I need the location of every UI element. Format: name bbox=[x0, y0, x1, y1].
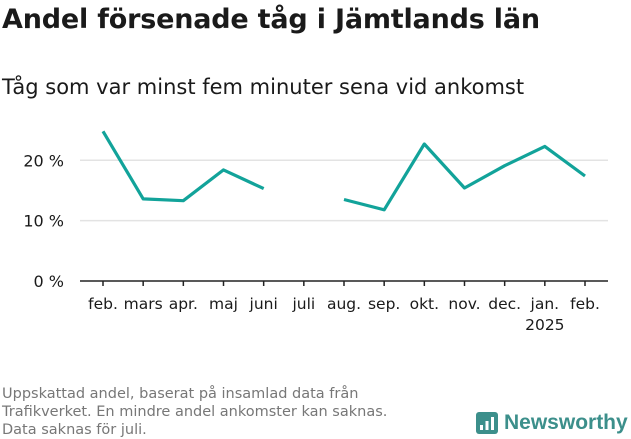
footnote-line-3: Data saknas för juli. bbox=[2, 422, 147, 438]
x-tick-label: feb. bbox=[88, 295, 118, 313]
x-tick-label: juni bbox=[249, 295, 278, 313]
footnote-line-2: Trafikverket. En mindre andel ankomster … bbox=[2, 404, 388, 420]
chart-subtitle: Tåg som var minst fem minuter sena vid a… bbox=[2, 75, 525, 99]
series-line bbox=[343, 142, 586, 212]
series-lines bbox=[101, 130, 586, 212]
line-chart: 0 % 10 % 20 % feb. mars apr. maj juni juli aug. s… bbox=[23, 130, 608, 334]
x-tick-label: okt. bbox=[410, 295, 439, 313]
series-line bbox=[101, 130, 265, 203]
x-tick-label: maj bbox=[209, 295, 238, 313]
x-tick-label: dec. bbox=[488, 295, 521, 313]
x-tick-label: aug. bbox=[327, 295, 361, 313]
newsworthy-logo-icon bbox=[476, 412, 498, 434]
footnote: Uppskattad andel, baserat på insamlad da… bbox=[2, 385, 432, 439]
chart-title: Andel försenade tåg i Jämtlands län bbox=[2, 4, 540, 35]
x-axis: feb. mars apr. maj juni juli aug. sep. okt. nov. d… bbox=[80, 280, 608, 334]
gridlines bbox=[80, 159, 608, 222]
brand-name: Newsworthy bbox=[504, 411, 628, 434]
brand-logo: Newsworthy bbox=[476, 408, 628, 438]
x-tick-label: juli bbox=[291, 295, 315, 313]
y-tick-label: 0 % bbox=[34, 272, 64, 291]
x-tick-label: feb. bbox=[570, 295, 600, 313]
y-tick-label: 20 % bbox=[23, 151, 64, 170]
y-tick-label: 10 % bbox=[23, 212, 64, 231]
x-tick-label: apr. bbox=[169, 295, 198, 313]
x-tick-label: jan. bbox=[530, 295, 560, 313]
x-tick-label: nov. bbox=[448, 295, 480, 313]
footnote-line-1: Uppskattad andel, baserat på insamlad da… bbox=[2, 386, 359, 402]
x-tick-label: mars bbox=[124, 295, 163, 313]
x-tick-label: sep. bbox=[368, 295, 400, 313]
y-axis-labels: 0 % 10 % 20 % bbox=[23, 151, 64, 291]
x-tick-year-label: 2025 bbox=[525, 316, 564, 334]
